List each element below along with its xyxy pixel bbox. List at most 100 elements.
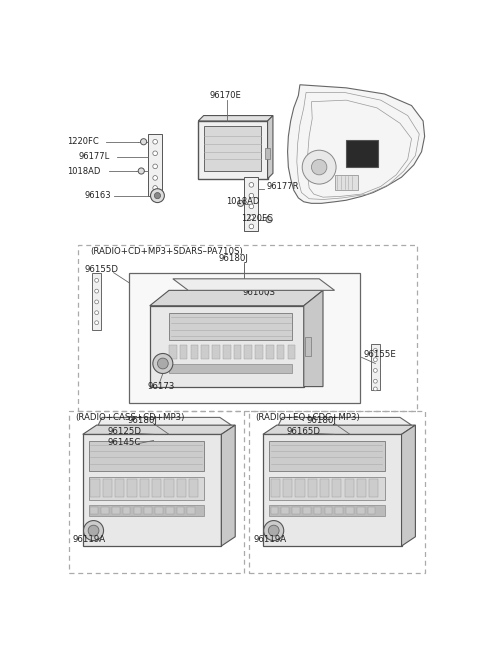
Bar (78, 245, 417, 411)
Bar (150, 306, 304, 386)
Bar (308, 479, 317, 498)
Bar (69, 411, 244, 573)
Text: 96173: 96173 (147, 382, 175, 391)
Bar (189, 479, 198, 498)
Text: 96180J: 96180J (127, 416, 157, 425)
Bar (336, 507, 343, 514)
Circle shape (141, 139, 147, 145)
Text: 96125D: 96125D (108, 427, 142, 436)
Bar (320, 479, 329, 498)
Circle shape (264, 521, 284, 540)
Bar (127, 479, 137, 498)
Text: 96100S: 96100S (242, 288, 275, 297)
Bar (89, 477, 204, 500)
Bar (269, 477, 384, 500)
Circle shape (249, 204, 254, 209)
Text: 96163: 96163 (84, 191, 111, 200)
Text: 96145C: 96145C (108, 438, 141, 447)
Bar (369, 479, 378, 498)
Polygon shape (263, 425, 415, 434)
Bar (83, 434, 221, 546)
Bar (295, 479, 304, 498)
Bar (357, 479, 366, 498)
Text: (RADIO+CASS+CD+MP3): (RADIO+CASS+CD+MP3) (75, 413, 184, 422)
Bar (303, 507, 311, 514)
Bar (103, 479, 112, 498)
Polygon shape (98, 417, 231, 425)
Bar (115, 479, 124, 498)
Circle shape (238, 200, 244, 206)
Polygon shape (288, 84, 425, 203)
Bar (169, 345, 177, 359)
Circle shape (266, 216, 272, 223)
Bar (188, 507, 195, 514)
Text: 96155E: 96155E (363, 350, 396, 359)
Circle shape (268, 525, 279, 536)
Bar (123, 507, 131, 514)
Bar (144, 507, 152, 514)
Circle shape (95, 310, 98, 314)
Bar (101, 507, 109, 514)
Circle shape (373, 387, 377, 391)
Bar (89, 505, 204, 516)
Bar (223, 345, 230, 359)
Bar (164, 479, 174, 498)
Bar (90, 507, 98, 514)
Bar (335, 175, 358, 190)
Circle shape (95, 290, 98, 293)
Polygon shape (267, 115, 273, 179)
Bar (140, 479, 149, 498)
Polygon shape (278, 417, 411, 425)
Circle shape (157, 358, 168, 369)
Circle shape (312, 159, 327, 175)
Bar (155, 507, 163, 514)
Circle shape (153, 185, 157, 190)
Polygon shape (198, 115, 273, 121)
Text: 96165D: 96165D (287, 427, 321, 436)
Bar (346, 507, 354, 514)
Polygon shape (83, 425, 235, 434)
Circle shape (88, 525, 99, 536)
Text: 96155D: 96155D (84, 265, 118, 274)
Bar (269, 441, 384, 472)
Text: 1018AD: 1018AD (67, 166, 101, 176)
Bar (249, 411, 425, 573)
Bar (269, 505, 384, 516)
Circle shape (153, 164, 157, 169)
Bar (177, 479, 186, 498)
Text: 96119A: 96119A (254, 534, 287, 544)
Bar (198, 121, 267, 179)
Bar (345, 479, 354, 498)
Bar (152, 479, 161, 498)
Text: 96119A: 96119A (73, 534, 106, 544)
Text: (RADIO+EQ+CDC+MP3): (RADIO+EQ+CDC+MP3) (255, 413, 360, 422)
Bar (191, 345, 198, 359)
Bar (324, 507, 332, 514)
Bar (204, 126, 262, 171)
Polygon shape (173, 279, 335, 290)
Circle shape (373, 379, 377, 383)
Circle shape (153, 151, 157, 156)
Polygon shape (402, 425, 415, 546)
Text: 1220FC: 1220FC (240, 214, 272, 223)
Circle shape (155, 193, 160, 198)
Bar (177, 507, 184, 514)
Bar (244, 177, 258, 231)
Circle shape (95, 278, 98, 282)
Bar (368, 507, 375, 514)
Bar (148, 134, 162, 196)
Text: 96180J: 96180J (218, 254, 248, 263)
Bar (112, 507, 120, 514)
Bar (90, 479, 100, 498)
Bar (288, 345, 295, 359)
Text: 1018AD: 1018AD (226, 197, 259, 206)
Text: 1220FC: 1220FC (67, 138, 99, 146)
Bar (244, 345, 252, 359)
Bar (357, 507, 365, 514)
Text: (RADIO+CD+MP3+SDARS–PA710S): (RADIO+CD+MP3+SDARS–PA710S) (90, 246, 243, 255)
Text: 96170E: 96170E (210, 91, 241, 100)
Bar (265, 148, 270, 159)
Bar (292, 507, 300, 514)
Bar (133, 507, 141, 514)
Bar (271, 479, 280, 498)
